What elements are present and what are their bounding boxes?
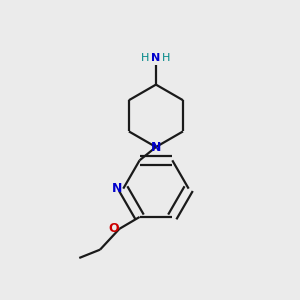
Text: O: O	[109, 222, 119, 235]
Text: N: N	[151, 140, 161, 154]
Text: N: N	[151, 53, 160, 63]
Text: N: N	[112, 182, 122, 195]
Text: H: H	[162, 53, 170, 63]
Text: H: H	[141, 53, 150, 63]
